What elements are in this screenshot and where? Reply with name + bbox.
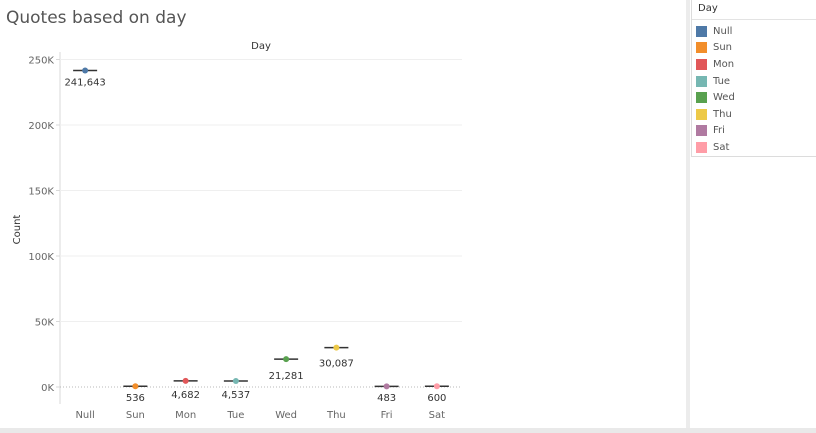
legend-swatch (696, 125, 707, 137)
column-header: Day (251, 41, 271, 52)
data-point-null (82, 67, 89, 74)
y-axis-title: Count (12, 215, 23, 245)
legend-item-null[interactable]: Null (696, 23, 735, 40)
chart-title: Quotes based on day (6, 8, 187, 28)
legend-item-thu[interactable]: Thu (696, 106, 735, 123)
legend-swatch (696, 58, 707, 70)
legend-item-tue[interactable]: Tue (696, 73, 735, 90)
legend-item-wed[interactable]: Wed (696, 89, 735, 106)
legend-item-sat[interactable]: Sat (696, 139, 735, 156)
data-point-mon (182, 377, 189, 384)
legend-swatch (696, 108, 707, 120)
legend-label: Sat (713, 141, 730, 153)
legend-title: Day (698, 3, 718, 14)
data-point-sun (132, 383, 139, 390)
x-tick-label: Tue (226, 410, 244, 421)
y-tick-label: 0K (41, 383, 54, 394)
data-point-sat (433, 383, 440, 390)
chart-plot: Day Count 0K 50K 100K 150K 200K 250K 241,643 Null… (12, 41, 462, 421)
y-tick-label: 50K (35, 318, 55, 329)
legend-label: Null (713, 25, 733, 37)
legend-item-fri[interactable]: Fri (696, 123, 735, 140)
data-point-wed (283, 356, 290, 363)
y-tick-label: 250K (28, 56, 54, 67)
x-tick-label: Sun (126, 410, 145, 421)
data-label: 600 (427, 393, 446, 404)
data-label: 241,643 (64, 77, 105, 88)
data-point-fri (383, 383, 390, 390)
data-label: 4,537 (222, 390, 251, 401)
legend-swatch (696, 25, 707, 37)
data-label: 21,281 (269, 371, 304, 382)
data-label: 536 (126, 393, 145, 404)
x-tick-label: Wed (275, 410, 297, 421)
legend-label: Thu (713, 108, 732, 120)
x-tick-label: Thu (326, 410, 346, 421)
legend-swatch (696, 141, 707, 153)
data-label: 4,682 (171, 390, 200, 401)
legend-label: Mon (713, 58, 735, 70)
worksheet: Quotes based on day Day Count 0K 50K 100K 150… (6, 8, 462, 421)
legend-label: Wed (713, 92, 735, 104)
legend-swatch (696, 42, 707, 54)
y-tick-label: 200K (28, 121, 54, 132)
x-tick-label: Fri (381, 410, 393, 421)
pane-divider[interactable] (686, 0, 690, 428)
data-point-thu (333, 344, 340, 351)
legend-item-sun[interactable]: Sun (696, 40, 735, 57)
x-tick-label: Null (75, 410, 94, 421)
y-tick-label: 100K (28, 252, 54, 263)
data-label: 30,087 (319, 359, 354, 370)
y-tick-label: 150K (28, 187, 54, 198)
x-tick-label: Sat (429, 410, 445, 421)
legend-label: Tue (713, 75, 731, 87)
legend-divider (692, 19, 816, 20)
legend-swatch (696, 92, 707, 104)
data-label: 483 (377, 393, 396, 404)
data-point-tue (232, 378, 239, 385)
bottom-scrollbar-track[interactable] (0, 428, 816, 433)
legend-label: Sun (713, 42, 733, 54)
legend-label: Fri (713, 125, 725, 137)
legend-item-mon[interactable]: Mon (696, 56, 735, 73)
color-legend: Day Null Sun Mon Tue Wed Thu Fri Sat (691, 0, 816, 157)
legend-swatch (696, 75, 707, 87)
x-tick-label: Mon (175, 410, 196, 421)
legend-list: Null Sun Mon Tue Wed Thu Fri Sat (696, 23, 735, 156)
